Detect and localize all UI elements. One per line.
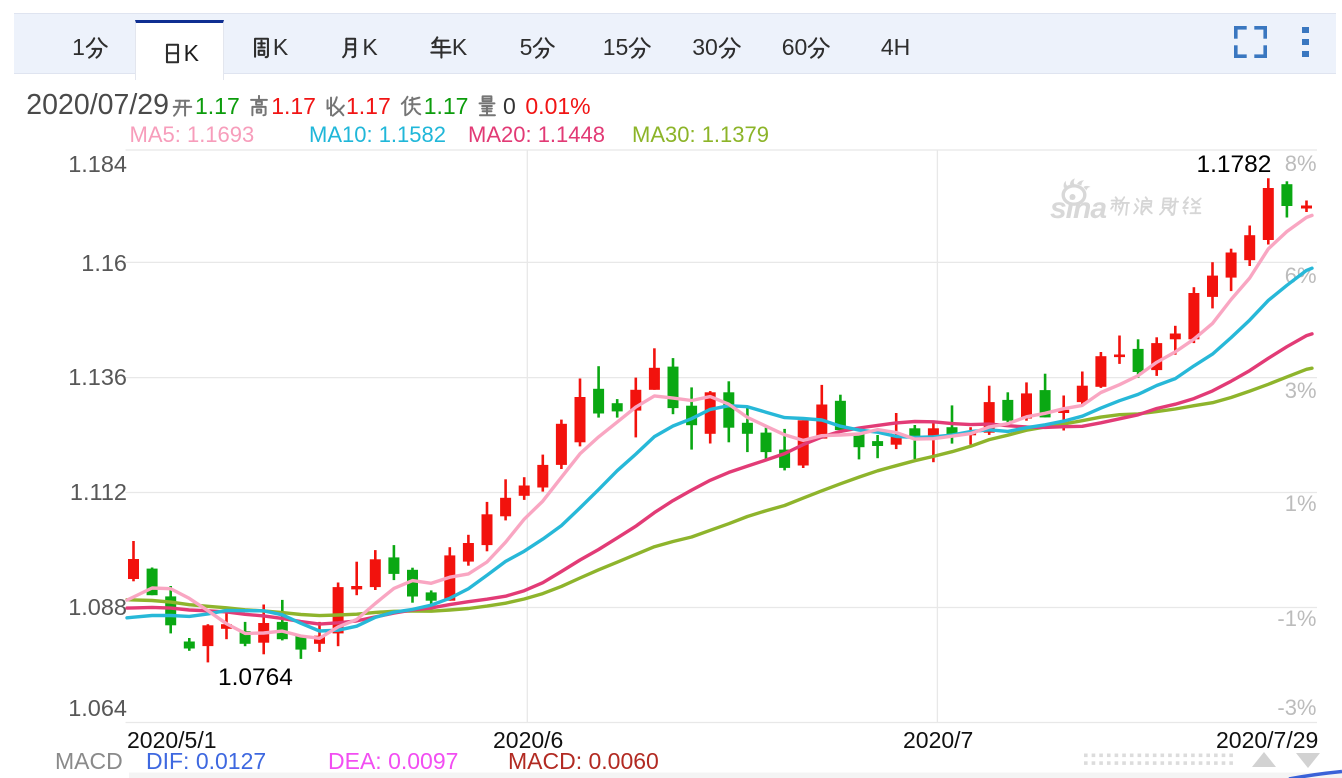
svg-text:sina: sina: [1050, 192, 1106, 225]
